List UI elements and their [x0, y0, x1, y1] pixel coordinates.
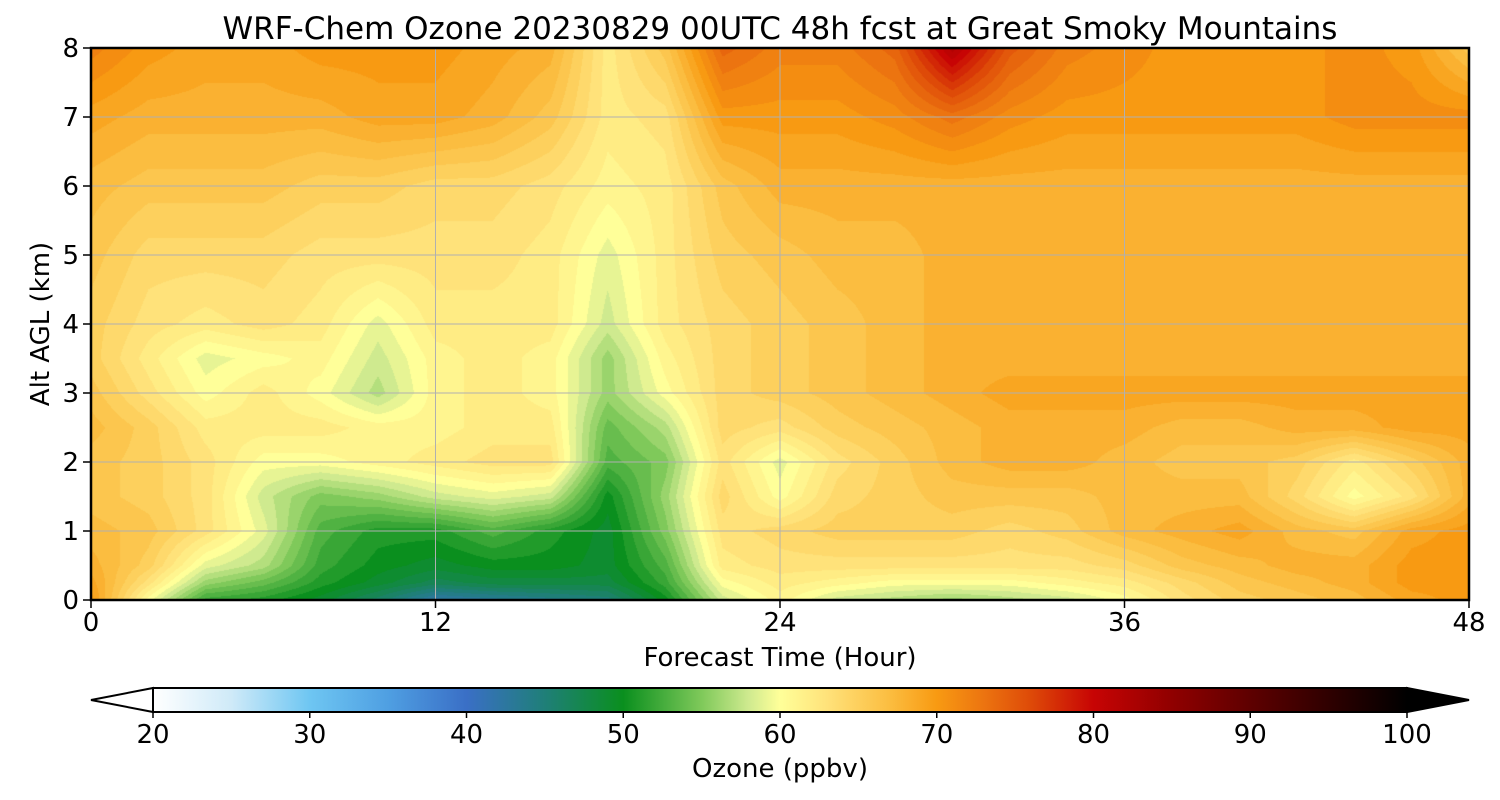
y-axis: 0 1 2 3 4 5 6 7 8	[62, 34, 91, 616]
y-tick-label: 3	[62, 379, 79, 409]
colorbar-low-extension	[90, 686, 154, 714]
colorbar-gradient	[153, 688, 1407, 712]
y-tick-label: 6	[62, 172, 79, 202]
x-tick-label: 12	[419, 608, 452, 638]
y-tick-label: 0	[62, 586, 79, 616]
y-tick-label: 5	[62, 241, 79, 271]
colorbar-tick-label: 60	[763, 720, 796, 750]
x-tick-label: 48	[1452, 608, 1485, 638]
y-tick-label: 7	[62, 103, 79, 133]
x-tick-label: 24	[763, 608, 796, 638]
colorbar-label: Ozone (ppbv)	[692, 754, 868, 784]
y-tick-label: 4	[62, 310, 79, 340]
colorbar-tick-label: 20	[136, 720, 169, 750]
colorbar-tick-label: 70	[920, 720, 953, 750]
colorbar-high-extension	[1406, 686, 1470, 714]
colorbar-tick-label: 100	[1382, 720, 1432, 750]
grid-lines	[91, 48, 1469, 600]
y-axis-label: Alt AGL (km)	[26, 242, 56, 406]
colorbar-tick-label: 50	[607, 720, 640, 750]
colorbar-tick-label: 30	[293, 720, 326, 750]
x-axis-label: Forecast Time (Hour)	[643, 643, 916, 673]
y-tick-label: 8	[62, 34, 79, 64]
chart-title: WRF-Chem Ozone 20230829 00UTC 48h fcst a…	[223, 11, 1338, 47]
y-tick-label: 1	[62, 517, 79, 547]
colorbar-ticks: 20 30 40 50 60 70 80 90 100	[136, 712, 1432, 750]
x-axis: 0 12 24 36 48	[83, 600, 1486, 638]
colorbar-tick-label: 40	[450, 720, 483, 750]
colorbar-tick-label: 90	[1234, 720, 1267, 750]
colorbar-tick-label: 80	[1077, 720, 1110, 750]
colorbar: 20 30 40 50 60 70 80 90 100 Ozone (ppbv)	[90, 686, 1470, 784]
heatmap-plot-area	[89, 46, 1471, 602]
x-tick-label: 0	[83, 608, 100, 638]
x-tick-label: 36	[1108, 608, 1141, 638]
y-tick-label: 2	[62, 448, 79, 478]
